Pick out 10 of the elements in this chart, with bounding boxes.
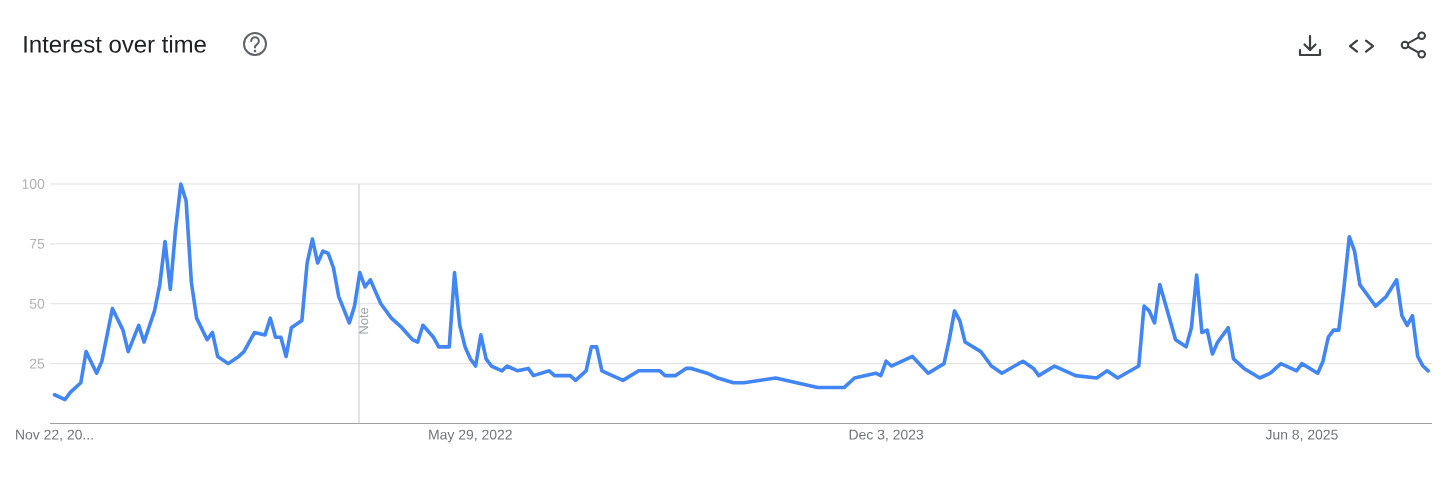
- x-tick-label: May 29, 2022: [429, 429, 512, 443]
- y-tick-label: 75: [30, 239, 45, 249]
- y-tick-label: 25: [29, 358, 45, 369]
- y-tick-label: 100: [22, 179, 45, 189]
- x-tick-label: Dec 3, 2023: [849, 429, 924, 442]
- chart-title: Interest over time: [24, 35, 206, 53]
- x-tick-label: Nov 22, 20...: [16, 429, 93, 442]
- x-tick-label: Jun 8, 2025: [1265, 429, 1338, 442]
- ref-line-label: Note: [359, 307, 369, 334]
- y-tick-label: 50: [29, 298, 45, 309]
